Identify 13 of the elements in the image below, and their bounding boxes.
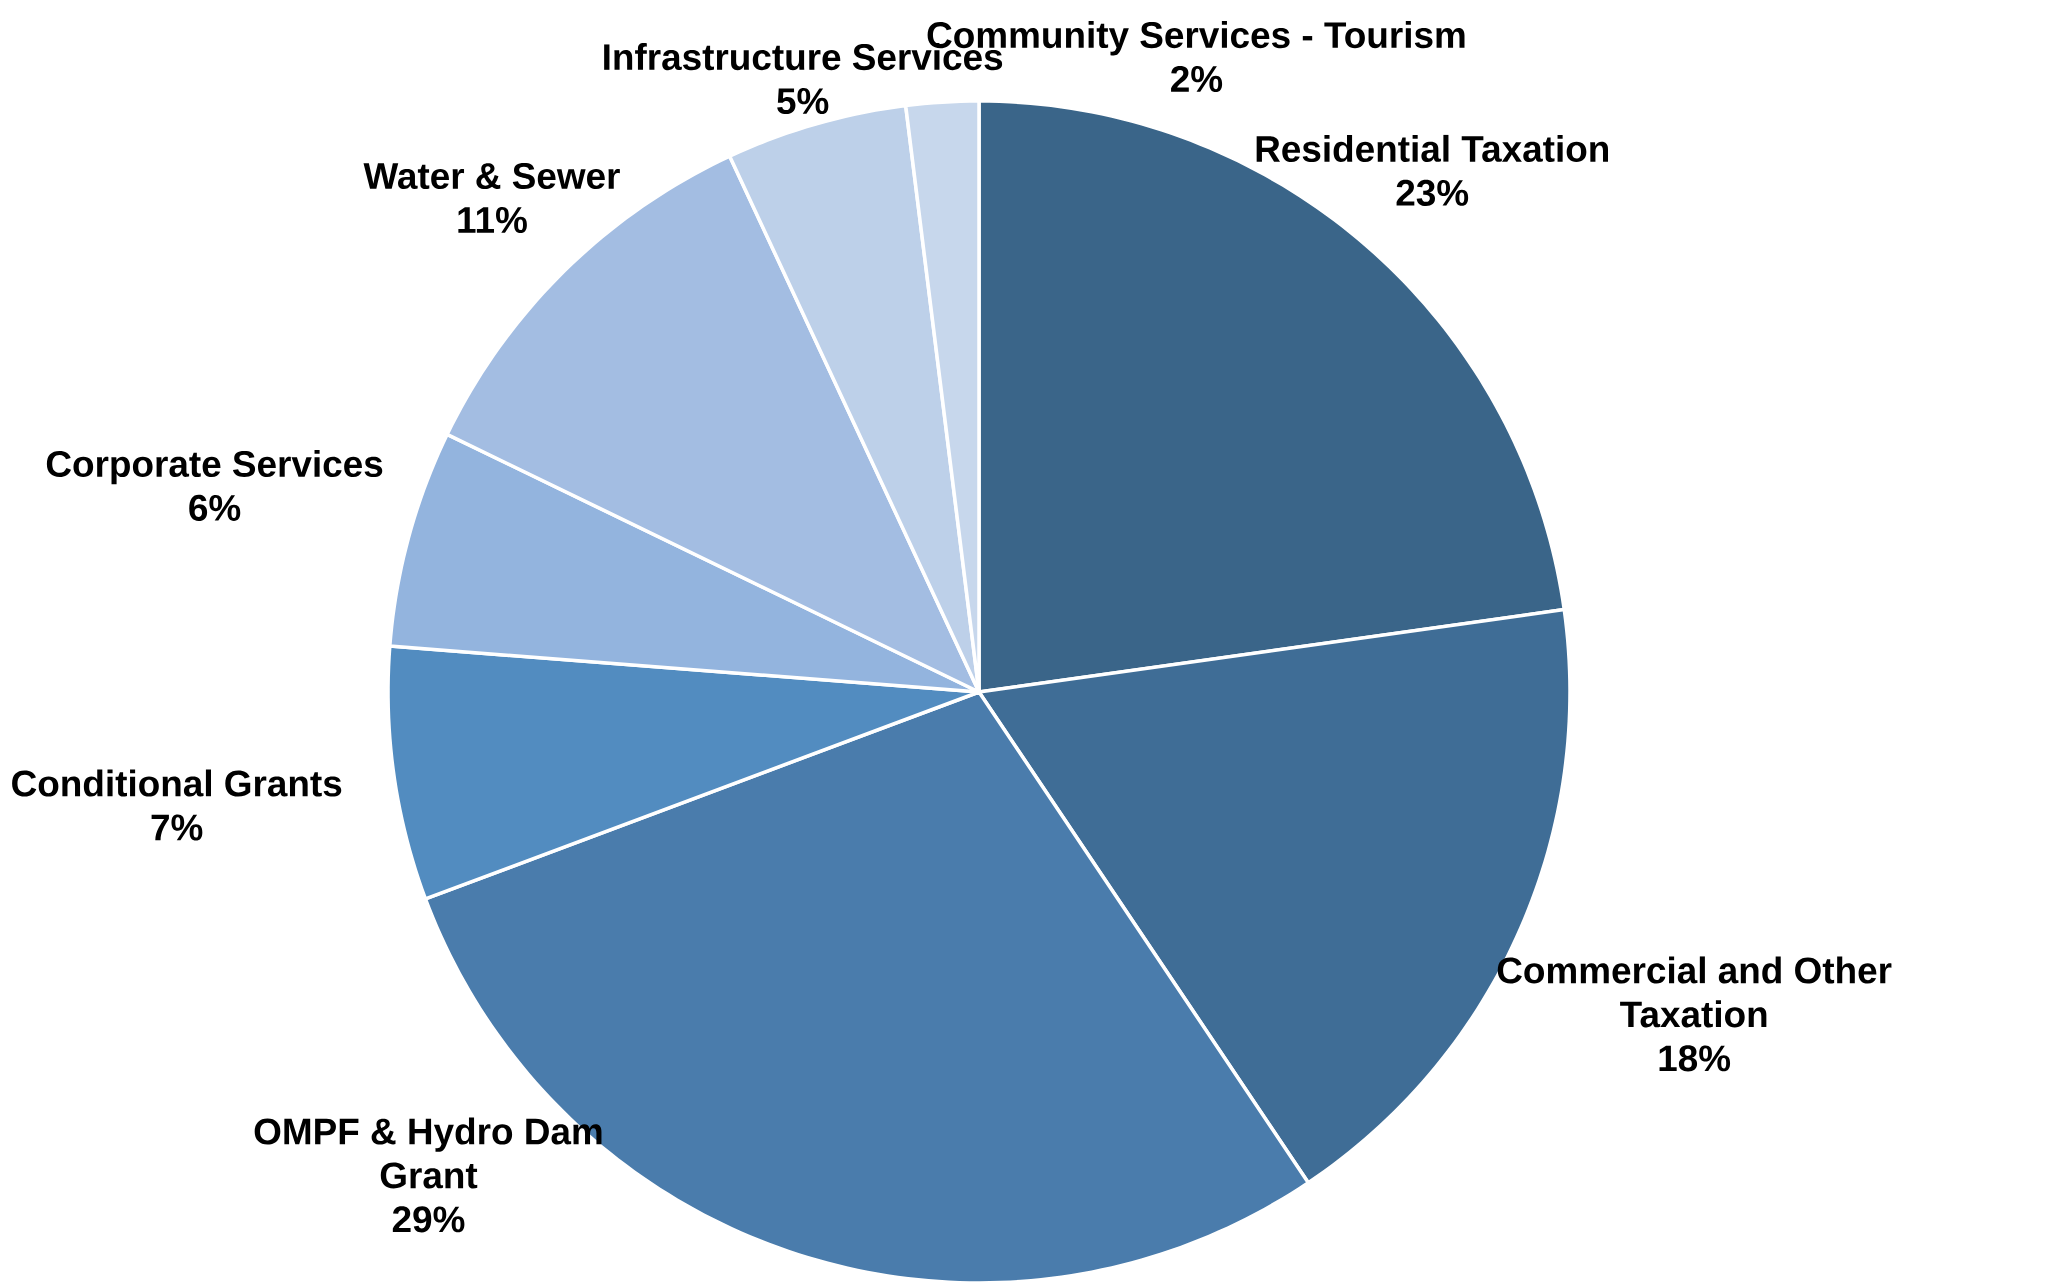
- data-label: 23%: [1396, 179, 1469, 206]
- data-label: 5%: [777, 88, 829, 115]
- slice-label: Commercial and Other Taxation: [1497, 956, 1892, 1028]
- data-label: 2%: [1171, 65, 1223, 92]
- data-label: 11%: [458, 207, 527, 233]
- data-label: 29%: [392, 1206, 465, 1233]
- slice-label: Corporate Services: [46, 449, 383, 485]
- data-label: 7%: [151, 814, 203, 841]
- data-label: 6%: [189, 494, 241, 521]
- slice-label: Water & Sewer: [363, 162, 620, 190]
- slice-label: Conditional Grants: [12, 769, 342, 797]
- data-label: 18%: [1659, 1045, 1731, 1072]
- slice-label: Residential Taxation: [1256, 134, 1609, 163]
